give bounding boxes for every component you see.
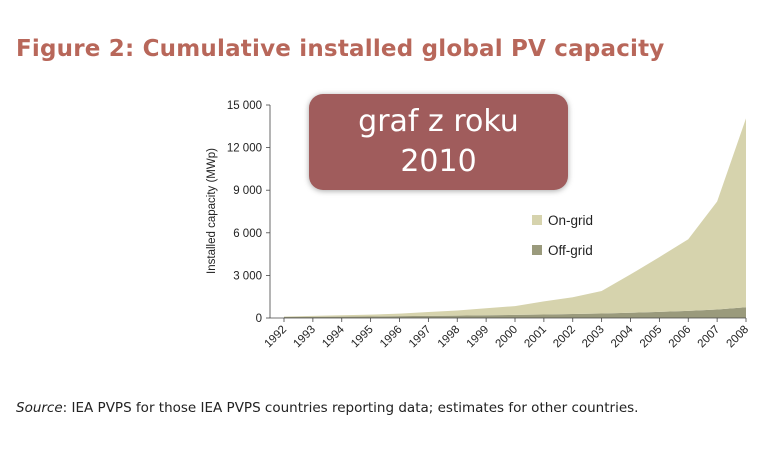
stamp-line-1: graf z roku <box>358 104 519 139</box>
x-tick-label: 1996 <box>378 324 405 351</box>
x-tick-label: 1995 <box>349 324 376 351</box>
y-tick-label: 3 000 <box>233 270 262 282</box>
y-tick-label: 0 <box>256 313 262 325</box>
legend-swatch <box>532 245 542 255</box>
x-tick-label: 2003 <box>580 324 607 351</box>
x-tick-label: 1994 <box>320 323 347 350</box>
x-tick-label: 1993 <box>291 324 318 351</box>
x-tick-label: 2008 <box>725 324 752 351</box>
y-tick-label: 12 000 <box>227 143 262 155</box>
x-tick-label: 2000 <box>494 324 521 351</box>
x-tick-label: 1992 <box>263 324 290 351</box>
y-tick-label: 9 000 <box>233 185 262 197</box>
y-tick-label: 6 000 <box>233 228 262 240</box>
figure-title: Figure 2: Cumulative installed global PV… <box>16 36 665 62</box>
y-tick-label: 15 000 <box>227 100 262 112</box>
y-axis-label: Installed capacity (MWp) <box>206 148 218 274</box>
stamp-line-2: 2010 <box>400 144 477 179</box>
source-note: Source: IEA PVPS for those IEA PVPS coun… <box>16 400 638 416</box>
x-tick-label: 2005 <box>638 324 665 351</box>
x-tick-label: 1997 <box>407 324 434 351</box>
x-tick-label: 2001 <box>522 324 549 351</box>
x-tick-label: 2002 <box>551 324 578 351</box>
source-label: Source <box>16 400 63 416</box>
legend-label: Off-grid <box>548 243 593 258</box>
x-tick-label: 2004 <box>609 323 636 350</box>
legend-label: On-grid <box>548 213 593 228</box>
chart: 0 3 000 6 000 9 000 12 000 15 000 1992 1993 1994… <box>206 100 752 351</box>
area-off-grid <box>284 307 746 318</box>
source-text: : IEA PVPS for those IEA PVPS countries … <box>62 400 639 416</box>
area-on-grid <box>284 118 746 317</box>
x-tick-label: 2007 <box>696 324 723 351</box>
legend-swatch <box>532 215 542 225</box>
x-tick-label: 2006 <box>667 324 694 351</box>
x-tick-label: 1999 <box>465 324 492 351</box>
year-stamp: graf z roku 2010 <box>309 94 568 190</box>
x-tick-label: 1998 <box>436 324 463 351</box>
